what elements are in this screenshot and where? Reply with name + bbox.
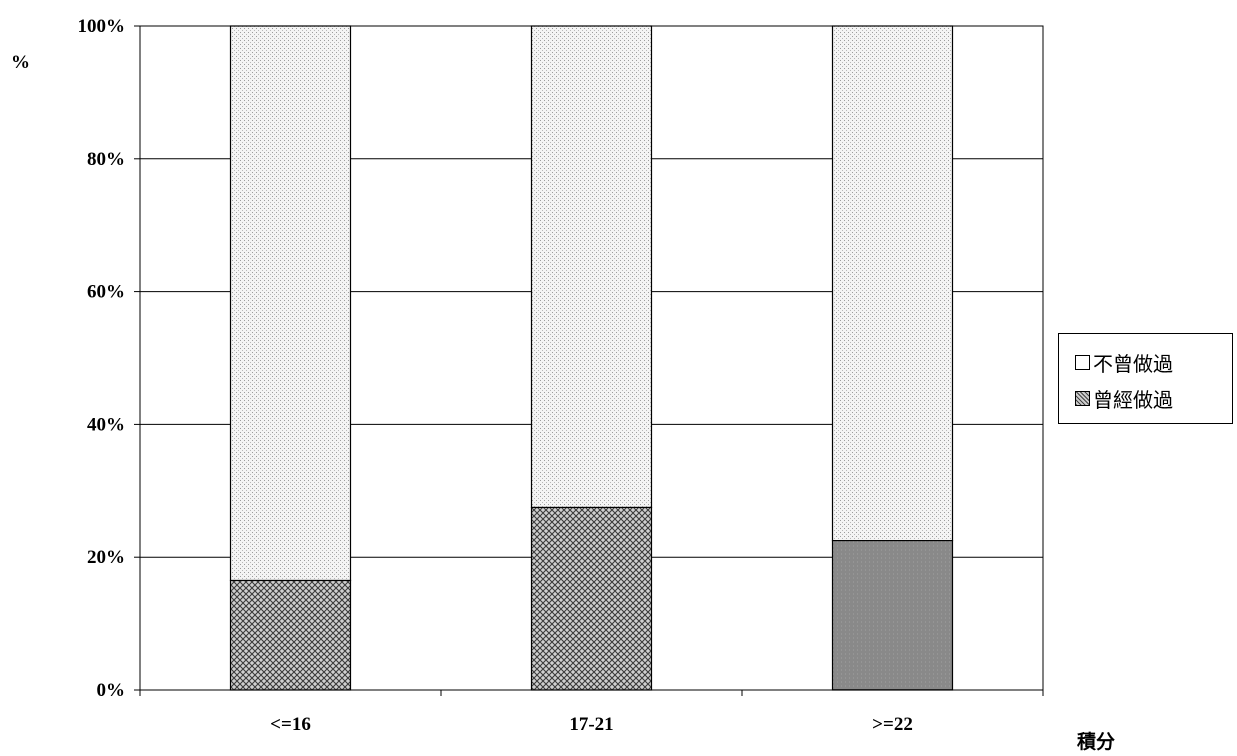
x-tick-label: >=22: [872, 714, 913, 735]
bars: [229, 25, 954, 691]
y-axis-title: %: [11, 52, 30, 73]
y-tick-label: 80%: [87, 149, 125, 170]
bar-segment-not-done: [530, 25, 653, 508]
tick-labels: 0% 20% 40% 60% 80% 100% <=16 17-21 >=22: [78, 16, 913, 735]
legend-label-done: 曾經做過: [1093, 387, 1173, 412]
bar-segment-done: [530, 506, 653, 691]
y-tick-label: 0%: [97, 680, 126, 701]
y-tick-label: 40%: [87, 414, 125, 435]
legend-label-not-done: 不曾做過: [1093, 351, 1173, 376]
x-tick-label: <=16: [270, 714, 311, 735]
x-axis-title: 積分: [1077, 730, 1115, 753]
x-tick-label: 17-21: [569, 714, 613, 735]
y-tick-label: 60%: [87, 282, 125, 303]
bar-segment-not-done: [831, 25, 954, 542]
legend-item-not-done: 不曾做過: [1075, 348, 1173, 376]
legend-swatch-not-done: [1075, 354, 1090, 370]
legend-swatch-done: [1075, 390, 1090, 406]
bar-segment-done: [229, 579, 352, 691]
y-tick-label: 100%: [78, 16, 126, 37]
bar-segment-done: [831, 539, 954, 691]
legend-item-done: 曾經做過: [1075, 384, 1173, 412]
legend: 不曾做過 曾經做過: [1058, 333, 1233, 424]
bar-segment-not-done: [229, 25, 352, 582]
y-tick-label: 20%: [87, 547, 125, 568]
